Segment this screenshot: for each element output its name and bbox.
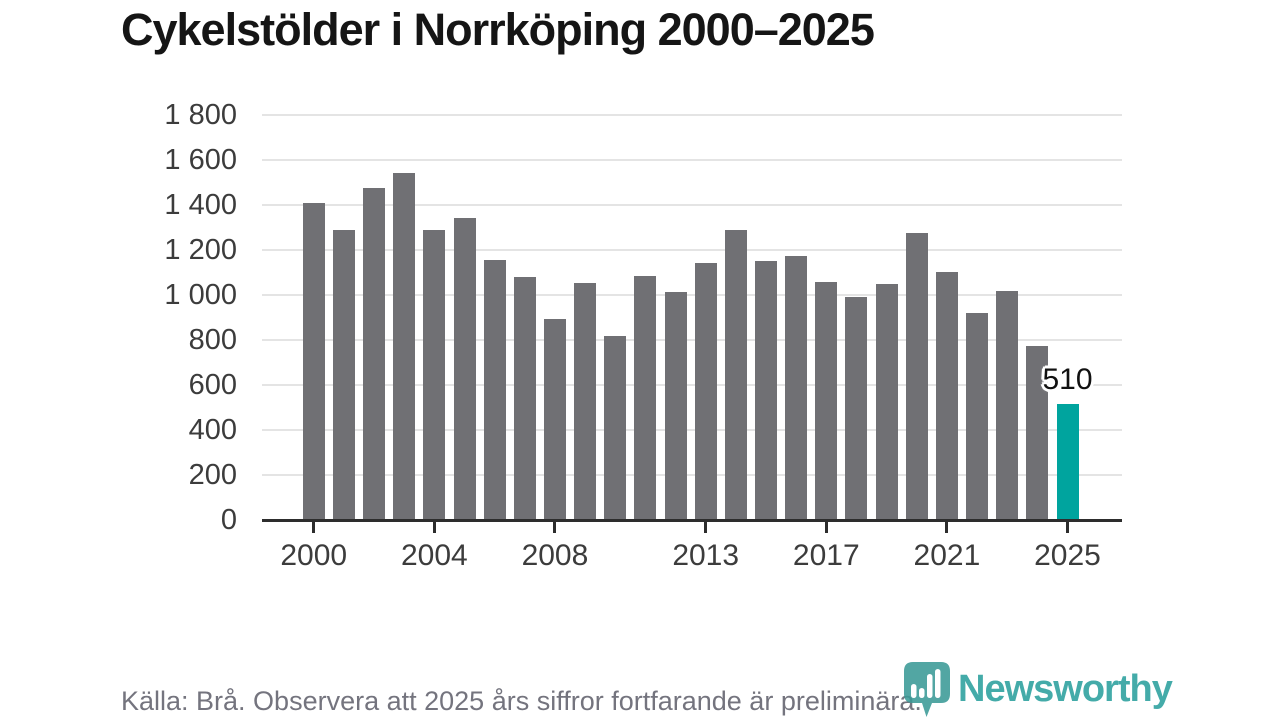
bar-2020 [905, 233, 928, 519]
y-tick-label: 400 [188, 414, 237, 446]
x-axis-tick [1066, 520, 1069, 533]
bar-2004 [423, 229, 446, 519]
bar-chart-pin-icon [904, 662, 950, 717]
newsworthy-logo: Newsworthy [900, 659, 1173, 720]
gridline [262, 474, 1122, 476]
newsworthy-logo-text: Newsworthy [958, 668, 1173, 710]
x-tick-label: 2017 [792, 539, 860, 572]
bar-2022 [966, 313, 989, 519]
bar-2005 [453, 217, 476, 519]
highlight-value-label: 510 [1042, 363, 1093, 397]
bar-2002 [363, 188, 386, 519]
bar-2003 [393, 172, 416, 519]
gridline [262, 114, 1122, 116]
gridline [262, 339, 1122, 341]
bar-2014 [724, 229, 747, 519]
x-axis-tick [704, 520, 708, 533]
bar-2023 [996, 290, 1019, 519]
x-axis-tick [553, 520, 557, 533]
gridline [262, 204, 1122, 206]
x-axis-tick [432, 520, 436, 533]
x-tick-label: 2021 [913, 539, 981, 572]
bar-2007 [513, 277, 536, 519]
y-tick-label: 1 400 [164, 189, 237, 221]
bar-2015 [755, 261, 777, 519]
bar-2010 [604, 335, 627, 519]
bar-2016 [785, 255, 808, 519]
x-axis-tick [945, 520, 949, 533]
bar-2008 [543, 318, 566, 519]
bar-2001 [332, 229, 355, 519]
x-axis-line [262, 518, 1122, 522]
gridline [262, 159, 1122, 161]
y-tick-label: 800 [188, 324, 237, 356]
gridline [262, 384, 1122, 386]
bar-2017 [815, 281, 838, 519]
x-tick-label: 2013 [672, 539, 740, 572]
bar-2021 [935, 271, 958, 519]
bar-2025 [1056, 404, 1079, 519]
plot-area: 510 [262, 114, 1122, 533]
bar-2011 [634, 276, 657, 519]
y-tick-label: 600 [188, 369, 237, 401]
bar-2006 [483, 260, 506, 519]
y-tick-label: 1 000 [164, 279, 237, 311]
x-tick-label: 2008 [521, 539, 589, 572]
gridline [262, 249, 1122, 251]
y-tick-label: 1 200 [164, 234, 237, 266]
bar-2009 [574, 282, 597, 519]
bar-2000 [302, 202, 325, 519]
gridline [262, 294, 1122, 296]
x-tick-label: 2025 [1034, 539, 1101, 572]
page-title: Cykelstölder i Norrköping 2000–2025 [121, 4, 875, 55]
x-axis-tick [824, 520, 828, 533]
bar-2018 [845, 297, 868, 519]
gridline [262, 429, 1122, 431]
bar-2019 [875, 283, 898, 519]
bar-2012 [664, 291, 687, 519]
x-axis-tick [312, 520, 316, 533]
source-note: Källa: Brå. Observera att 2025 års siffr… [121, 686, 922, 716]
bar-2013 [694, 262, 717, 519]
bar-2024 [1026, 345, 1049, 519]
x-tick-label: 2004 [400, 539, 468, 572]
y-tick-label: 200 [188, 459, 237, 491]
y-tick-label: 0 [220, 504, 237, 536]
y-tick-label: 1 800 [164, 99, 237, 131]
x-tick-label: 2000 [280, 539, 348, 572]
y-tick-label: 1 600 [164, 144, 237, 176]
